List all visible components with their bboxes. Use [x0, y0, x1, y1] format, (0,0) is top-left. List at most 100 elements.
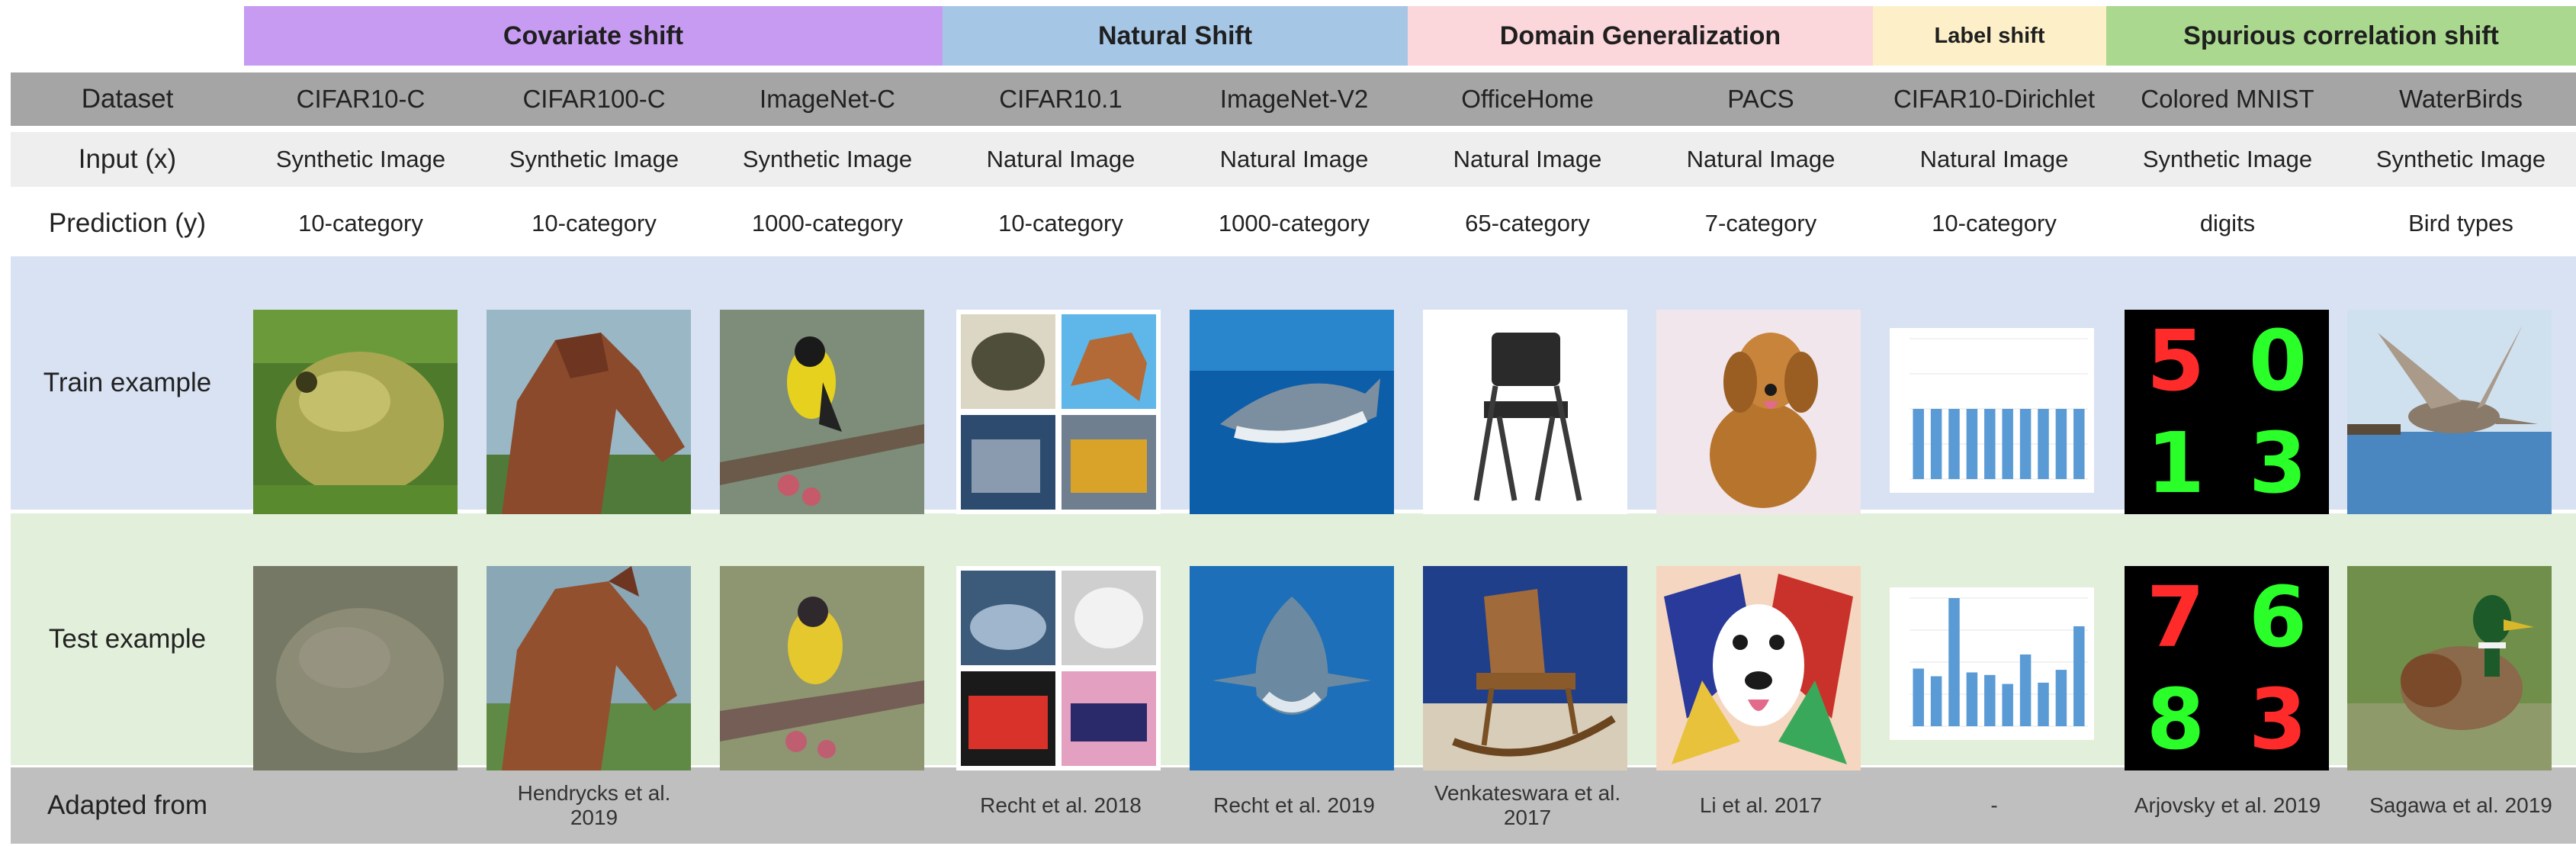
- row-label-test: Test example: [48, 624, 207, 654]
- input-cell: Synthetic Image: [742, 146, 913, 172]
- dataset-cell: ImageNet-C: [760, 85, 895, 113]
- chart-bar: [2073, 626, 2085, 726]
- adapted-cell: Li et al. 2017: [1699, 793, 1823, 817]
- chart-bar: [2038, 682, 2049, 726]
- mnist-train-digit-1: 5: [2146, 312, 2205, 410]
- input-cell: Natural Image: [1919, 146, 2069, 172]
- chart-bar: [2038, 409, 2049, 479]
- row-label-adapted: Adapted from: [47, 790, 208, 820]
- group-spurious-correlation-shift: Spurious correlation shift: [2106, 6, 2576, 66]
- adapted-cell: Sagawa et al. 2019: [2369, 793, 2552, 817]
- chart-bar: [1913, 409, 1924, 479]
- test-image-frog-corrupted: [253, 566, 458, 770]
- adapted-cell: Hendrycks et al. 2019: [517, 781, 671, 829]
- mnist-test-digit-1: 7: [2146, 568, 2205, 666]
- test-image-duck-on-land: [2347, 566, 2552, 770]
- input-cell: Natural Image: [1686, 146, 1836, 172]
- dataset-cell: ImageNet-V2: [1219, 85, 1369, 113]
- test-image-dog-painting: [1656, 566, 1861, 770]
- input-cell: Synthetic Image: [2142, 146, 2313, 172]
- dataset-cell: CIFAR10.1: [999, 85, 1123, 113]
- mnist-train-digit-4: 3: [2248, 414, 2308, 512]
- input-cell: Natural Image: [1219, 146, 1369, 172]
- group-domain-generalization: Domain Generalization: [1408, 6, 1873, 66]
- chart-bar: [1913, 668, 1924, 726]
- test-image-cifar-grid: [956, 566, 1161, 770]
- prediction-cell: digits: [2199, 210, 2256, 236]
- chart-bar: [1966, 409, 1978, 479]
- dataset-row: [11, 72, 2576, 126]
- train-image-colored-mnist: 5 0 1 3: [2125, 310, 2329, 514]
- adapted-cell: Arjovsky et al. 2019: [2134, 793, 2321, 817]
- train-image-horse: [487, 310, 691, 514]
- dataset-cell: Colored MNIST: [2141, 85, 2314, 113]
- dataset-cell: OfficeHome: [1461, 85, 1594, 113]
- input-cell: Synthetic Image: [275, 146, 446, 172]
- input-cell: Natural Image: [1453, 146, 1602, 172]
- chart-bar: [1984, 409, 1996, 479]
- chart-bar: [2002, 684, 2013, 726]
- train-image-goldfinch: [720, 310, 924, 514]
- train-image-shark: [1190, 310, 1394, 514]
- input-row: [11, 132, 2576, 187]
- train-image-waterbird: [2347, 310, 2552, 514]
- chart-bar: [2019, 654, 2032, 726]
- chart-bar: [1948, 409, 1960, 479]
- chart-bar: [1948, 598, 1960, 726]
- prediction-cell: 1000-category: [751, 210, 904, 236]
- train-label-distribution-chart: [1890, 328, 2094, 493]
- chart-bar: [2055, 409, 2067, 479]
- dataset-cell: CIFAR100-C: [522, 85, 666, 113]
- test-image-horse-pixelated: [487, 566, 691, 770]
- group-label-shift: Label shift: [1873, 6, 2106, 66]
- prediction-cell: 10-category: [998, 210, 1123, 236]
- adapted-cell: [244, 767, 477, 844]
- prediction-cell: 65-category: [1465, 210, 1590, 236]
- train-image-dog-photo: [1656, 310, 1861, 514]
- input-cell: Synthetic Image: [2375, 146, 2546, 172]
- train-image-cifar-grid: [956, 310, 1161, 514]
- test-image-goldfinch-noisy: [720, 566, 924, 770]
- prediction-cell: 10-category: [298, 210, 423, 236]
- mnist-test-digit-4: 3: [2248, 671, 2308, 768]
- prediction-cell: Bird types: [2408, 210, 2513, 236]
- mnist-test-digit-2: 6: [2248, 568, 2308, 666]
- chart-bar: [1984, 674, 1996, 726]
- adapted-cell: Venkateswara et al. 2017: [1434, 781, 1621, 829]
- dataset-cell: CIFAR10-C: [296, 85, 426, 113]
- chart-bar: [1966, 672, 1978, 726]
- adapted-cell: Recht et al. 2018: [980, 793, 1142, 817]
- row-label-prediction: Prediction (y): [48, 208, 207, 238]
- dataset-cell: PACS: [1727, 85, 1794, 113]
- train-image-chair: [1423, 310, 1627, 514]
- mnist-test-digit-3: 8: [2146, 671, 2205, 768]
- test-image-rocking-chair: [1423, 566, 1627, 770]
- train-image-frog: [253, 310, 458, 514]
- adapted-cell: Recht et al. 2019: [1213, 793, 1375, 817]
- mnist-train-digit-2: 0: [2248, 312, 2308, 410]
- group-natural-shift: Natural Shift: [943, 6, 1408, 66]
- prediction-cell: 10-category: [532, 210, 657, 236]
- test-chart-svg: [1890, 587, 2094, 740]
- row-label-input: Input (x): [78, 144, 177, 174]
- prediction-cell: 1000-category: [1218, 210, 1370, 236]
- chart-bar: [2055, 670, 2067, 726]
- dataset-cell: CIFAR10-Dirichlet: [1893, 85, 2096, 113]
- chart-bar: [1930, 409, 1942, 479]
- prediction-cell: 7-category: [1704, 210, 1817, 236]
- adapted-row: [11, 767, 2576, 844]
- adapted-cell: [711, 767, 944, 844]
- chart-bar: [2002, 409, 2013, 479]
- mnist-train-digit-3: 1: [2146, 414, 2205, 512]
- input-cell: Synthetic Image: [509, 146, 679, 172]
- prediction-row: [11, 193, 2576, 254]
- adapted-cell: -: [1990, 793, 1998, 817]
- input-cell: Natural Image: [986, 146, 1135, 172]
- chart-bar: [2019, 409, 2032, 479]
- row-label-train: Train example: [43, 368, 212, 397]
- train-chart-svg: [1890, 328, 2094, 493]
- test-label-distribution-chart: [1890, 587, 2094, 740]
- chart-bar: [1930, 676, 1942, 726]
- test-image-colored-mnist: 7 6 8 3: [2125, 566, 2329, 770]
- prediction-cell: 10-category: [1932, 210, 2057, 236]
